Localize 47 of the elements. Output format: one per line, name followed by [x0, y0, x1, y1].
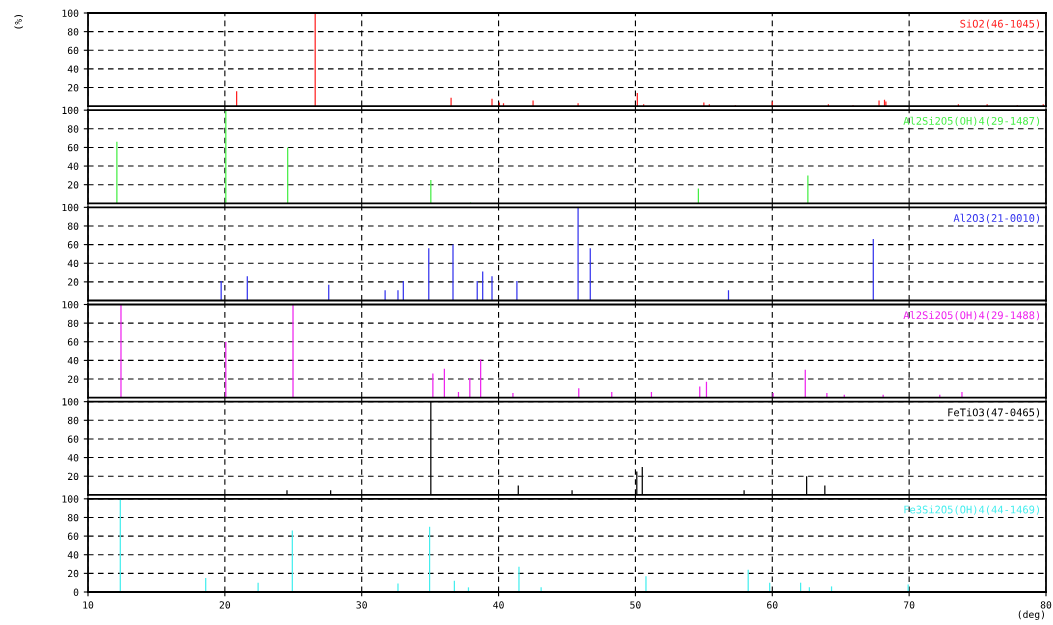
y-tick-label: 40 — [67, 356, 79, 365]
y-tick-label: 100 — [62, 495, 79, 503]
y-tick-label: 40 — [67, 65, 79, 73]
x-tick-label: 70 — [903, 601, 915, 609]
y-tick-label: 20 — [67, 472, 79, 481]
y-tick-label: 20 — [67, 569, 79, 578]
y-tick-label: 20 — [67, 181, 79, 189]
x-tick-label: 50 — [630, 601, 641, 609]
y-tick-label: 80 — [67, 222, 79, 230]
y-tick-label: 80 — [67, 513, 79, 522]
y-tick-label: 100 — [62, 9, 79, 17]
y-tick-label: 40 — [67, 162, 79, 170]
text: FeTiO3(47-0465) — [948, 408, 1040, 418]
x-tick-label: 60 — [767, 601, 778, 609]
text: Al2Si2O5(OH)4(29-1487) — [903, 116, 1040, 127]
y-tick-label: 100 — [62, 301, 79, 309]
x-tick-label: 10 — [83, 601, 94, 609]
text: Al2Si2O5(OH)4(29-1488) — [903, 311, 1040, 321]
y-tick-label: 40 — [67, 454, 79, 462]
y-tick-label: 20 — [67, 84, 79, 92]
y-tick-label: 60 — [67, 532, 79, 540]
y-tick-label: 40 — [67, 259, 79, 268]
y-tick-label: 80 — [67, 28, 79, 36]
y-tick-label: 80 — [67, 416, 79, 425]
y-tick-label: 0 — [73, 588, 79, 596]
y-tick-label: 20 — [67, 375, 79, 383]
y-tick-label: 60 — [67, 143, 79, 152]
x-tick-label: 20 — [219, 601, 231, 609]
text: Fe3Si2O5(OH)4(44-1469) — [904, 505, 1040, 515]
y-tick-label: 100 — [62, 106, 79, 115]
y-tick-label: 60 — [67, 241, 79, 249]
y-tick-label: 60 — [67, 46, 79, 55]
x-tick-label: 40 — [493, 601, 504, 609]
x-tick-label: 80 — [1040, 601, 1052, 609]
y-tick-label: 80 — [67, 319, 79, 327]
y-tick-label: 100 — [62, 398, 79, 406]
x-axis-title: (deg) — [1018, 610, 1044, 620]
y-tick-label: 20 — [67, 278, 79, 286]
text: Al2O3(21-0010) — [953, 213, 1040, 224]
y-tick-label: 60 — [67, 338, 79, 346]
y-tick-label: 40 — [67, 551, 79, 559]
x-tick-label: 30 — [356, 601, 367, 609]
y-tick-label: 60 — [67, 435, 79, 443]
text: SiO2(46-1045) — [960, 19, 1040, 29]
y-tick-label: 100 — [62, 203, 79, 212]
y-tick-label: 80 — [67, 125, 79, 133]
y-axis-title: (%) — [14, 15, 24, 29]
